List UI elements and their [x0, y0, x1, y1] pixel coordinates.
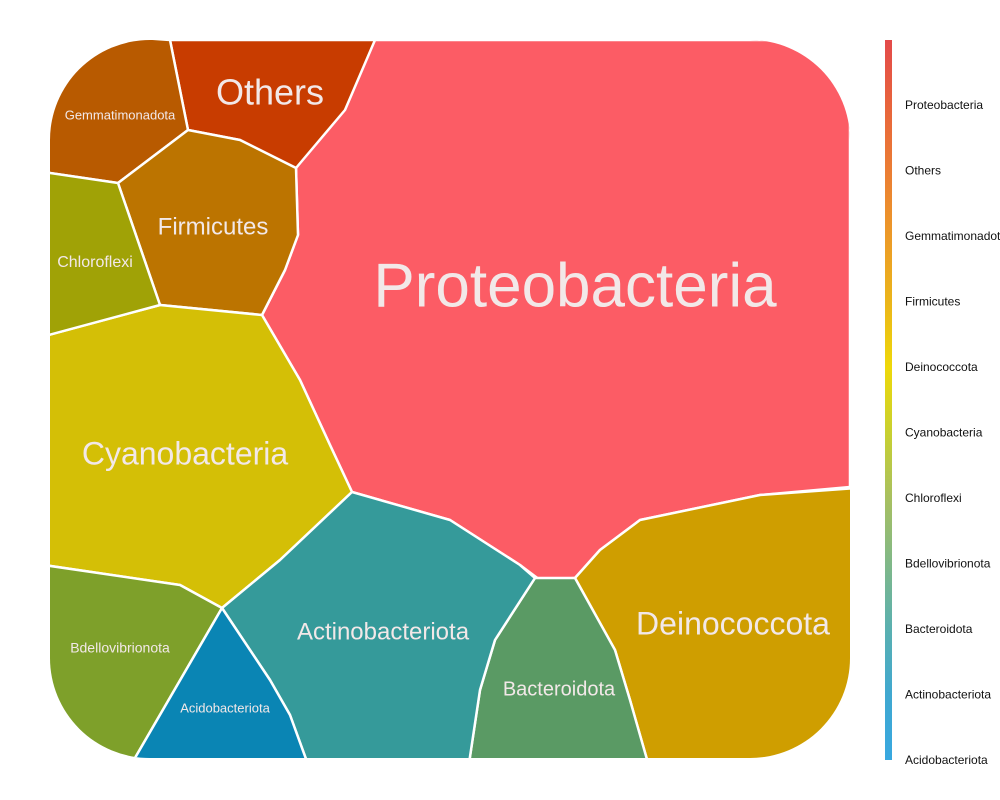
cell-label: Actinobacteriota	[297, 618, 470, 645]
cell-label: Proteobacteria	[373, 251, 777, 320]
legend-colorbar	[885, 40, 892, 760]
legend-label: Cyanobacteria	[905, 426, 983, 440]
legend-label: Gemmatimonadota	[905, 229, 1000, 243]
cell-label: Bdellovibrionota	[70, 640, 170, 656]
legend: Proteobacteria Others Gemmatimonadota Firmi…	[905, 98, 1000, 767]
cell-labels: Proteobacteria Others Gemmatimonadota Firmi…	[57, 72, 830, 716]
cell-label: Deinococcota	[636, 605, 830, 641]
legend-label: Bdellovibrionota	[905, 557, 991, 571]
cell-label: Bacteroidota	[503, 678, 616, 700]
cell-label: Chloroflexi	[57, 254, 133, 271]
voronoi-cell	[126, 606, 312, 758]
legend-label: Others	[905, 164, 941, 178]
cell-label: Cyanobacteria	[82, 435, 289, 471]
legend-label: Chloroflexi	[905, 491, 962, 505]
cell-label: Others	[216, 72, 324, 113]
legend-label: Bacteroidota	[905, 622, 973, 636]
legend-label: Actinobacteriota	[905, 688, 991, 702]
legend-label: Acidobacteriota	[905, 753, 988, 767]
legend-label: Proteobacteria	[905, 98, 983, 112]
legend-label: Firmicutes	[905, 295, 960, 309]
cell-label: Firmicutes	[158, 213, 269, 240]
cell-label: Acidobacteriota	[180, 700, 270, 715]
legend-label: Deinococcota	[905, 360, 978, 374]
voronoi-cell	[50, 168, 162, 342]
cell-label: Gemmatimonadota	[65, 107, 176, 122]
treemap	[50, 40, 850, 758]
